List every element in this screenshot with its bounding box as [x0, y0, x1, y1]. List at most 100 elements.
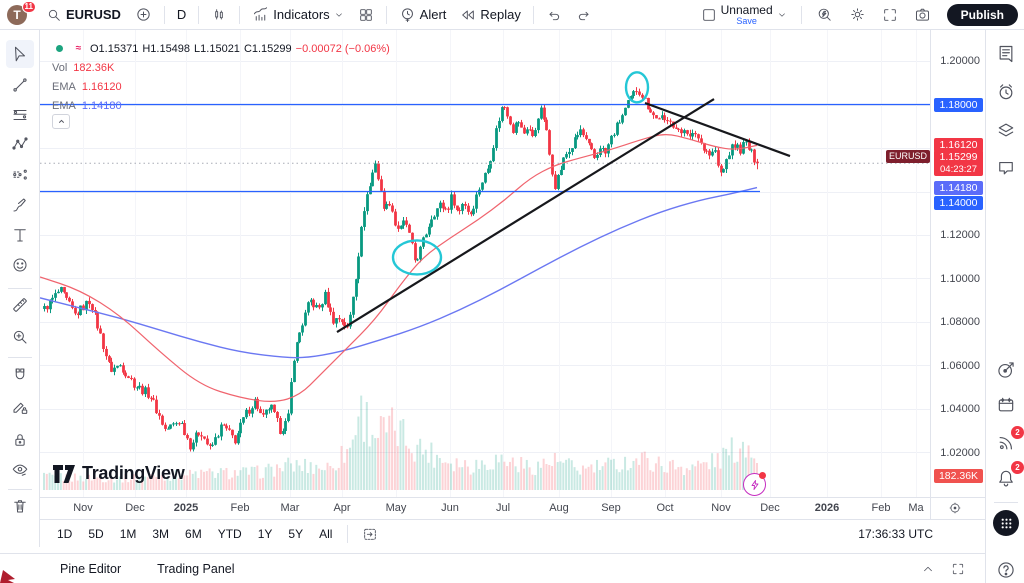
- quick-action-fab[interactable]: [743, 472, 766, 496]
- apps-grid-button[interactable]: [993, 510, 1019, 536]
- save-label[interactable]: Save: [736, 15, 757, 26]
- trendline-drawing-1[interactable]: [336, 98, 715, 333]
- search-lightning-icon: [816, 6, 833, 23]
- brush-tool[interactable]: [6, 191, 34, 219]
- goto-date-icon[interactable]: [362, 526, 378, 542]
- chat-button[interactable]: [993, 155, 1019, 181]
- undo-button[interactable]: [540, 4, 568, 26]
- time-axis-label: May: [385, 502, 407, 514]
- legend-ema-fast-row[interactable]: EMA 1.16120: [52, 77, 390, 96]
- toolbar-divider: [239, 5, 241, 24]
- gear-icon: [849, 6, 866, 23]
- emoji-tool[interactable]: [6, 251, 34, 279]
- symbol-search-button[interactable]: EURUSD: [40, 4, 127, 26]
- tf-range-button[interactable]: All: [312, 524, 339, 544]
- zoom-in-tool[interactable]: [6, 323, 34, 351]
- fullscreen-button[interactable]: [876, 4, 904, 26]
- price-level-label[interactable]: 1.16120: [934, 138, 983, 153]
- toolbar-divider: [532, 5, 534, 24]
- user-menu-button[interactable]: T 11: [6, 0, 36, 27]
- trendline-drawing-2[interactable]: [644, 101, 791, 158]
- legend-main-row[interactable]: ≈ O1.15371 H1.15498 L1.15021 C1.15299 −0…: [52, 39, 390, 58]
- time-axis-label: Feb: [230, 502, 250, 514]
- layout-grid-button[interactable]: [352, 4, 380, 26]
- help-icon: [996, 560, 1016, 580]
- pattern-tool[interactable]: [6, 131, 34, 159]
- indicators-icon: [252, 6, 269, 23]
- last-price-label[interactable]: 1.15299 04:23:27: [934, 150, 983, 177]
- ellipse-annotation-2[interactable]: [624, 71, 650, 104]
- drawing-mode-tool[interactable]: [6, 393, 34, 421]
- object-tree-button[interactable]: [993, 117, 1019, 143]
- help-button[interactable]: [993, 557, 1019, 583]
- brush-icon: [11, 196, 29, 214]
- forecast-icon: [11, 166, 29, 184]
- source-toggle-icon[interactable]: [52, 42, 67, 55]
- watermark-text: TradingView: [82, 463, 185, 483]
- fib-retracement-tool[interactable]: [6, 101, 34, 129]
- tf-range-button[interactable]: 1Y: [251, 524, 280, 544]
- notifications-button[interactable]: 2: [993, 461, 1024, 491]
- publish-button[interactable]: Publish: [946, 3, 1018, 26]
- measure-tool[interactable]: [6, 291, 34, 319]
- recording-cursor-artifact: [0, 568, 22, 583]
- tf-range-button[interactable]: 5Y: [281, 524, 310, 544]
- interval-button[interactable]: D: [171, 4, 192, 25]
- ideas-button[interactable]: [993, 357, 1019, 383]
- tf-range-button[interactable]: 3M: [145, 524, 176, 544]
- toolbar-divider: [347, 524, 349, 543]
- settings-button[interactable]: [843, 3, 872, 26]
- price-chart-canvas[interactable]: [40, 30, 930, 497]
- panel-expand-icon[interactable]: [921, 562, 935, 576]
- alerts-panel-button[interactable]: [993, 79, 1019, 105]
- plus-circle-icon: [135, 6, 152, 23]
- panel-maximize-icon[interactable]: [951, 562, 965, 576]
- chart-plot-area[interactable]: ≈ O1.15371 H1.15498 L1.15021 C1.15299 −0…: [40, 30, 985, 497]
- legend-volume-row[interactable]: Vol 182.36K: [52, 58, 390, 77]
- tf-range-button[interactable]: 1D: [50, 524, 79, 544]
- price-level-label[interactable]: 1.18000: [934, 97, 983, 112]
- watchlist-button[interactable]: [993, 41, 1019, 67]
- wave-marker-icon[interactable]: ≈: [75, 43, 82, 54]
- apps-grid-icon: [993, 510, 1019, 536]
- trading-panel-tab[interactable]: Trading Panel: [157, 561, 235, 576]
- hide-drawings-tool[interactable]: [6, 456, 34, 484]
- quick-search-button[interactable]: [810, 3, 839, 26]
- time-axis[interactable]: Nov Dec 2025 Feb Mar Apr May Jun Jul Aug Sep Oct Nov…: [40, 497, 985, 520]
- tf-range-button[interactable]: 5D: [81, 524, 110, 544]
- fab-alert-dot: [759, 472, 766, 479]
- layout-select-button[interactable]: Unnamed Save: [695, 1, 793, 29]
- compare-add-symbol-button[interactable]: [129, 3, 158, 26]
- screenshot-button[interactable]: [908, 3, 937, 26]
- magnifier-plus-icon: [11, 328, 29, 346]
- magnet-icon: [11, 366, 29, 384]
- scale-settings-icon[interactable]: [948, 501, 962, 515]
- legend-collapse-button[interactable]: [52, 114, 70, 129]
- price-level-label[interactable]: 1.14000: [934, 195, 983, 210]
- text-tool[interactable]: [6, 221, 34, 249]
- pine-editor-tab[interactable]: Pine Editor: [60, 561, 122, 576]
- forecast-tool[interactable]: [6, 161, 34, 189]
- legend-ema-slow-row[interactable]: EMA 1.14180: [52, 96, 390, 115]
- alert-button[interactable]: Alert: [393, 3, 453, 26]
- replay-button[interactable]: Replay: [454, 4, 526, 26]
- tf-range-button[interactable]: YTD: [211, 524, 249, 544]
- cursor-tool[interactable]: [6, 40, 34, 68]
- chart-style-button[interactable]: [205, 4, 233, 26]
- price-scale[interactable]: 1.20000 1.12000 1.10000 1.08000 1.06000 1.040…: [886, 30, 985, 497]
- streams-button[interactable]: 2: [993, 426, 1024, 456]
- magnet-tool[interactable]: [6, 361, 34, 389]
- tf-range-button[interactable]: 1M: [113, 524, 144, 544]
- trendline-tool[interactable]: [6, 71, 34, 99]
- tf-range-button[interactable]: 6M: [178, 524, 209, 544]
- remove-drawings-tool[interactable]: [6, 492, 34, 520]
- ellipse-annotation-1[interactable]: [391, 239, 443, 276]
- price-level-label[interactable]: 1.14180: [934, 180, 983, 195]
- indicators-button[interactable]: Indicators: [246, 3, 349, 26]
- lock-drawings-tool[interactable]: [6, 426, 34, 454]
- redo-button[interactable]: [570, 4, 598, 26]
- bottom-panel: Pine Editor Trading Panel: [0, 553, 985, 583]
- clock-utc[interactable]: 17:36:33 UTC: [858, 526, 933, 541]
- calendar-button[interactable]: [993, 392, 1019, 418]
- time-axis-label: 2025: [173, 502, 199, 514]
